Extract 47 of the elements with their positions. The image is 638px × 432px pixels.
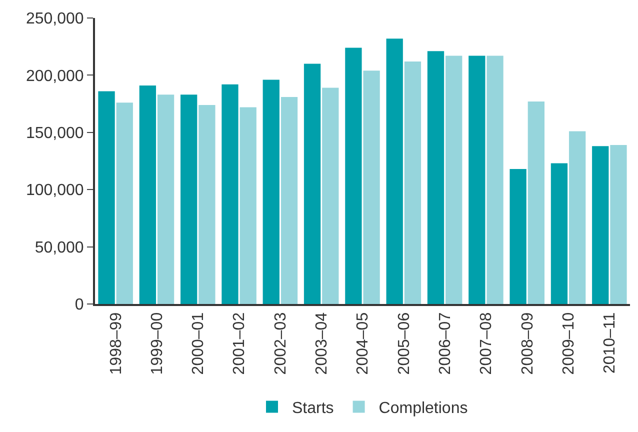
y-tick-label: 50,000 — [34, 239, 84, 256]
bar — [550, 163, 568, 304]
x-tick-label: 2008–09 — [519, 312, 536, 375]
bar — [386, 38, 403, 304]
y-tick-label: 0 — [74, 296, 84, 314]
y-tick-label: 200,000 — [26, 68, 84, 85]
bar — [528, 102, 544, 304]
bar — [198, 104, 216, 304]
bar — [592, 146, 609, 304]
bar — [180, 94, 198, 304]
bar — [610, 144, 627, 304]
bar — [322, 88, 339, 304]
legend-label: Starts — [292, 400, 334, 417]
bar — [304, 64, 321, 304]
bar — [486, 56, 504, 304]
x-tick-label: 2007–08 — [478, 312, 496, 375]
bar — [404, 61, 422, 304]
bar — [345, 48, 362, 304]
x-tick-label: 2005–06 — [396, 312, 413, 375]
legend-label: Completions — [378, 400, 468, 417]
x-tick-label: 2000–01 — [190, 312, 208, 375]
x-tick-label: 2002–03 — [272, 312, 290, 375]
bar — [446, 56, 462, 304]
x-tick-label: 1998–99 — [108, 312, 125, 375]
x-tick-label: 2004–05 — [354, 312, 372, 375]
x-tick-label: 2003–04 — [314, 312, 331, 375]
x-tick-label: 2010–11 — [602, 312, 619, 374]
bar — [363, 70, 380, 304]
bar — [98, 91, 115, 304]
bar — [427, 51, 444, 304]
bar — [240, 107, 256, 304]
x-tick-label: 1999–00 — [148, 312, 166, 375]
bar — [157, 94, 174, 304]
bar — [568, 131, 586, 304]
y-tick-label: 250,000 — [26, 10, 84, 28]
y-tick-label: 150,000 — [26, 125, 84, 142]
y-tick-label: 100,000 — [26, 182, 84, 200]
bar — [222, 84, 238, 304]
bar — [280, 96, 298, 304]
bar — [116, 102, 133, 304]
x-tick-label: 2006–07 — [437, 312, 454, 375]
x-tick-label: 2001–02 — [231, 312, 248, 375]
bar — [468, 56, 486, 304]
x-tick-label: 2009–10 — [560, 312, 578, 375]
bar — [510, 169, 526, 304]
bar — [262, 80, 280, 304]
bar — [139, 86, 156, 304]
